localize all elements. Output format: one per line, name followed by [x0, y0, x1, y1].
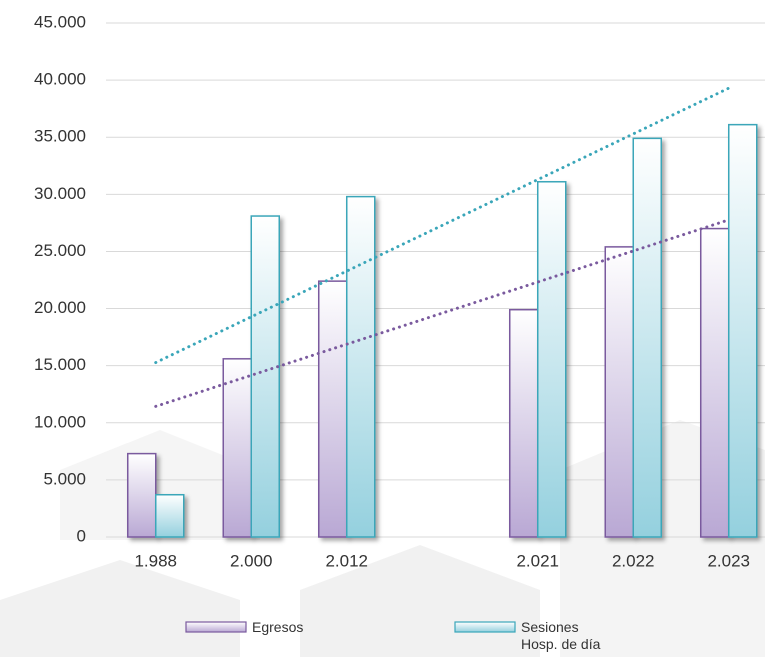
x-tick-label: 2.022	[612, 551, 655, 570]
y-tick-label: 0	[77, 526, 86, 545]
y-tick-label: 5.000	[43, 469, 86, 488]
bar	[318, 280, 348, 538]
bar	[604, 246, 634, 538]
x-tick-label: 2.000	[230, 551, 273, 570]
y-tick-label: 40.000	[34, 70, 86, 89]
x-tick-label: 2.012	[325, 551, 368, 570]
bar	[632, 137, 662, 538]
bar	[537, 181, 567, 538]
legend-swatch	[454, 621, 516, 633]
y-tick-label: 15.000	[34, 355, 86, 374]
bar	[127, 452, 157, 538]
legend-swatch	[185, 621, 247, 633]
x-tick-label: 2.021	[516, 551, 559, 570]
y-tick-label: 35.000	[34, 127, 86, 146]
y-tick-label: 10.000	[34, 412, 86, 431]
y-tick-label: 45.000	[34, 12, 86, 31]
bar	[700, 227, 730, 538]
bar	[155, 493, 185, 538]
bar	[509, 308, 539, 538]
y-tick-label: 20.000	[34, 298, 86, 317]
bar	[346, 195, 376, 538]
bar	[250, 215, 280, 538]
x-tick-label: 1.988	[134, 551, 177, 570]
bar	[728, 123, 758, 538]
trendline	[154, 86, 731, 365]
bar	[222, 358, 252, 538]
y-tick-label: 25.000	[34, 241, 86, 260]
y-tick-label: 30.000	[34, 184, 86, 203]
x-tick-label: 2.023	[707, 551, 750, 570]
